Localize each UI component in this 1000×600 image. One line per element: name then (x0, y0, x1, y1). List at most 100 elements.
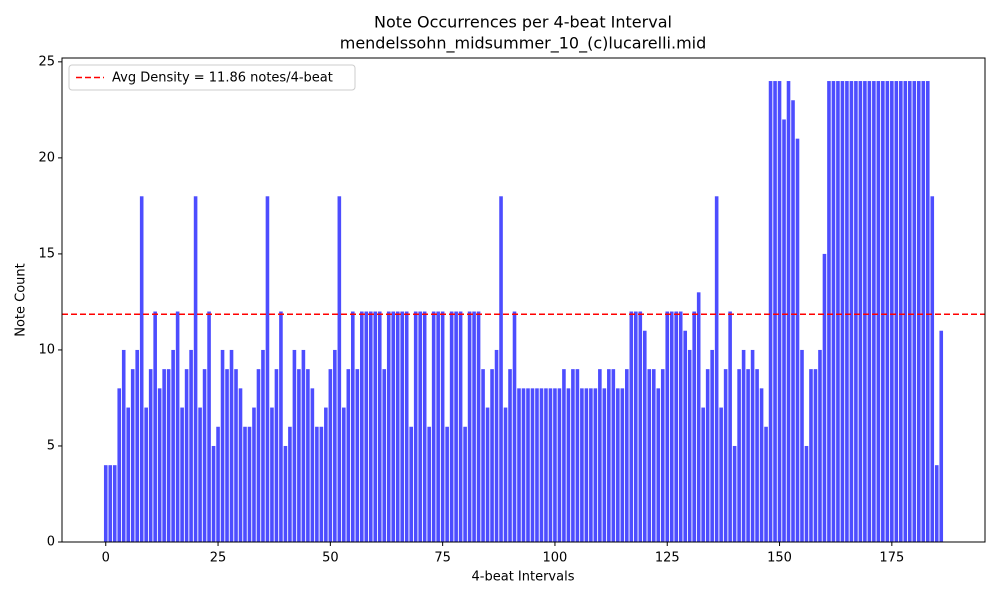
bar (386, 311, 391, 542)
bar (256, 369, 261, 542)
bar (728, 311, 732, 542)
bar (854, 81, 858, 543)
bar (589, 388, 593, 542)
bar (616, 388, 620, 542)
bar (319, 426, 324, 542)
bar (611, 369, 616, 542)
bar (625, 369, 629, 542)
chart-subtitle: mendelssohn_midsummer_10_(c)lucarelli.mi… (340, 34, 707, 54)
bar (175, 311, 180, 542)
bar (189, 349, 193, 542)
bar (908, 81, 912, 543)
bar (454, 311, 458, 542)
y-tick-label: 20 (38, 150, 55, 165)
bar (274, 369, 279, 542)
bar (791, 100, 795, 542)
bar (535, 388, 539, 542)
axes-frame (61, 57, 986, 543)
bar (638, 311, 643, 542)
bar (899, 81, 903, 543)
bar (651, 369, 656, 542)
bar (750, 349, 755, 542)
bar (238, 388, 243, 542)
bar (521, 388, 526, 542)
bar (337, 196, 342, 543)
x-tick-label: 175 (879, 551, 904, 566)
bar (364, 311, 369, 542)
x-tick-label: 125 (655, 551, 680, 566)
bar (503, 407, 508, 542)
bar (674, 311, 679, 542)
bar (422, 311, 427, 542)
bar (634, 311, 638, 542)
bar (193, 196, 198, 543)
bar (265, 196, 270, 543)
bar (342, 407, 346, 542)
bar (602, 388, 607, 542)
bar (351, 311, 355, 542)
bar (458, 311, 463, 542)
bar (872, 81, 876, 543)
bar (836, 81, 840, 543)
bar (890, 81, 894, 543)
y-tick-label: 5 (47, 438, 55, 453)
bar (121, 349, 126, 542)
bar (333, 349, 337, 542)
bar (741, 349, 746, 542)
bar (782, 119, 786, 542)
bar (571, 369, 575, 542)
bar (786, 81, 791, 543)
bar (849, 81, 854, 543)
bar (656, 388, 661, 542)
bar (593, 388, 598, 542)
bar (692, 311, 696, 542)
bar (827, 81, 831, 543)
bar (768, 81, 773, 543)
bar (476, 311, 481, 542)
bar (440, 311, 445, 542)
bar (117, 388, 122, 542)
bar (845, 81, 849, 543)
x-tick-label: 25 (210, 551, 227, 566)
bar (903, 81, 908, 543)
bar (198, 407, 202, 542)
bar (103, 465, 108, 542)
bar (328, 369, 333, 542)
bar (723, 369, 728, 542)
bar (701, 407, 705, 542)
bar (629, 311, 634, 542)
bar (315, 426, 319, 542)
bar (157, 388, 162, 542)
bar (773, 81, 777, 543)
bar (202, 369, 207, 542)
legend-label: Avg Density = 11.86 notes/4-beat (112, 71, 333, 86)
bar (714, 196, 719, 543)
bar (373, 311, 378, 542)
bar (894, 81, 899, 543)
bar (840, 81, 845, 543)
y-axis-label: Note Count (14, 263, 29, 337)
bar (530, 388, 535, 542)
bar (135, 349, 139, 542)
bar (759, 388, 764, 542)
bar (858, 81, 863, 543)
x-tick-label: 75 (434, 551, 451, 566)
bar (508, 369, 512, 542)
bar (184, 369, 189, 542)
bar (368, 311, 373, 542)
bar (130, 369, 135, 542)
bar (346, 369, 351, 542)
bar (270, 407, 274, 542)
bar (418, 311, 422, 542)
bar (804, 445, 809, 542)
bar (220, 349, 225, 542)
bar (548, 388, 553, 542)
bar (598, 369, 602, 542)
y-tick-label: 0 (47, 535, 55, 550)
bar (566, 388, 571, 542)
bar (144, 407, 148, 542)
bar (921, 81, 926, 543)
bar (207, 311, 211, 542)
bar (732, 445, 737, 542)
